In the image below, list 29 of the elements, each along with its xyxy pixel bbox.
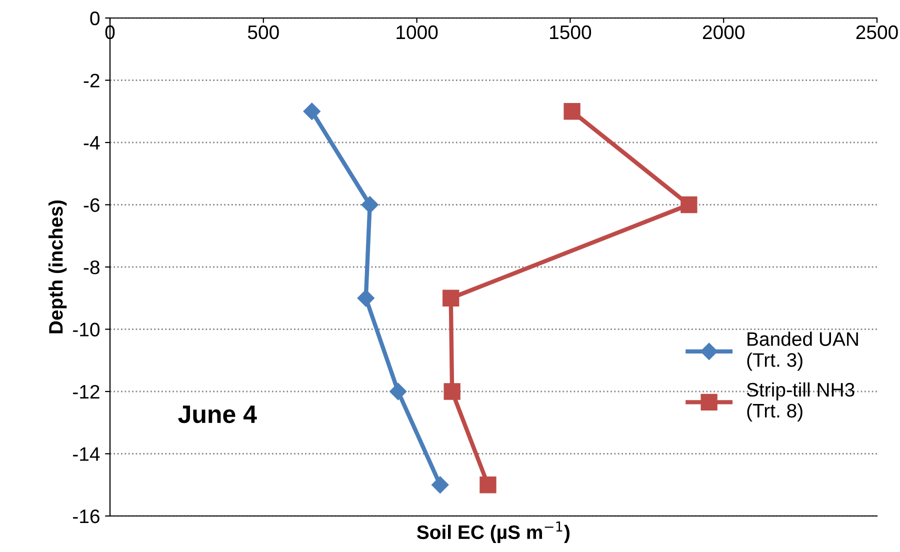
x-tick-label: 1500	[550, 25, 592, 40]
y-tick-label: -8	[84, 260, 100, 274]
legend-label: Strip-till NH3 (Trt. 8)	[746, 382, 854, 422]
annotation: June 4	[178, 406, 257, 424]
point	[444, 383, 460, 400]
point	[432, 476, 449, 494]
y-tick-label: -2	[84, 74, 100, 88]
x-axis-title: Soil EC (µS m$^{−1}$)	[416, 522, 570, 543]
y-tick-label: -12	[73, 384, 100, 399]
x-tick-label: 2000	[702, 25, 744, 40]
x-tick-label: 2500	[856, 25, 898, 40]
point	[390, 382, 407, 400]
point	[564, 103, 580, 120]
y-tick-label: 0	[90, 11, 100, 26]
point	[480, 476, 496, 494]
x-tick-label: 1000	[396, 25, 438, 40]
x-tick-label: 500	[248, 25, 279, 40]
y-tick-label: -4	[84, 136, 100, 150]
y-tick-label: -6	[84, 198, 100, 212]
y-axis-title: Depth (inches)	[48, 200, 67, 334]
point	[361, 196, 378, 214]
y-tick-label: -14	[73, 447, 100, 461]
legend-label: Banded UAN (Trt. 3)	[747, 332, 858, 371]
point	[357, 290, 374, 307]
y-tick-label: -10	[73, 322, 100, 336]
point	[442, 290, 460, 306]
y-tick-label: -16	[73, 509, 100, 524]
point	[680, 196, 698, 214]
point	[303, 102, 320, 120]
